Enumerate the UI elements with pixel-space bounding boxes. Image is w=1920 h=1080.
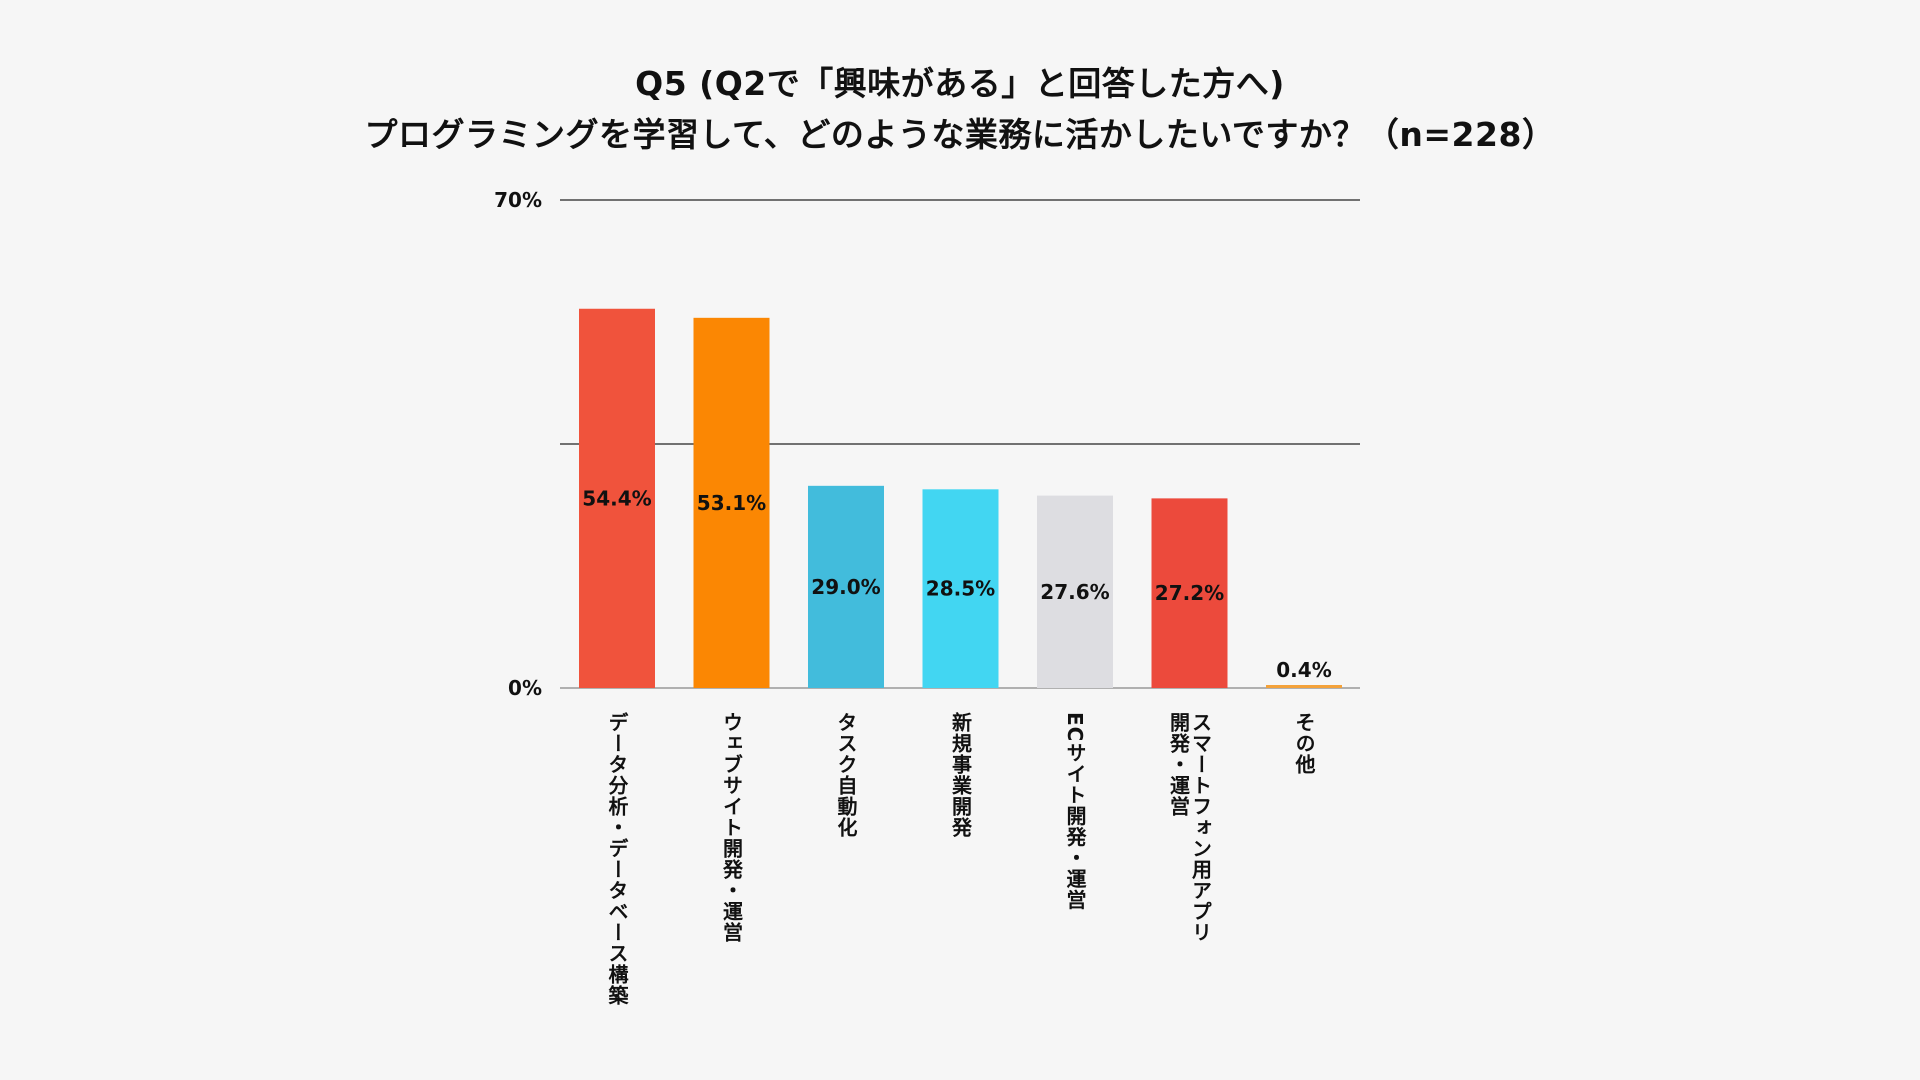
x-category-label-line: 開発・運営: [1166, 712, 1191, 817]
x-category-label: その他: [1292, 712, 1316, 775]
x-category-label: データ分析・データベース構築: [605, 712, 629, 1006]
x-category-label-line: タスク自動化: [834, 712, 858, 838]
bar: [808, 485, 884, 688]
bar: [1037, 495, 1113, 688]
bar-value-label: 28.5%: [926, 577, 995, 601]
bar-value-label: 27.6%: [1040, 580, 1109, 604]
bar-value-label: 27.2%: [1155, 581, 1224, 605]
bar-value-label: 54.4%: [582, 486, 651, 510]
y-tick-label: 70%: [494, 188, 542, 212]
x-category-label-line: 新規事業開発: [948, 712, 973, 838]
x-category-label: ウェブサイト開発・運営: [719, 712, 744, 943]
x-category-label: 新規事業開発: [948, 712, 973, 838]
chart-title-line-2: プログラミングを学習して、どのような業務に活かしたいですか？（n=228）: [364, 115, 1556, 154]
bar-value-label: 53.1%: [697, 491, 766, 515]
bar: [1151, 498, 1228, 688]
bar: [579, 308, 655, 688]
x-category-label: ECサイト開発・運営: [1063, 712, 1087, 911]
x-category-label: スマートフォン用アプリ 開発・運営: [1166, 712, 1213, 943]
bar: [693, 317, 770, 688]
bar-value-label: 29.0%: [811, 575, 880, 599]
x-category-label-line: データ分析・データベース構築: [605, 712, 629, 1006]
x-category-label-line: ウェブサイト開発・運営: [719, 712, 744, 943]
bar: [1266, 685, 1342, 688]
x-category-label: タスク自動化: [834, 712, 858, 838]
bar-value-label: 0.4%: [1276, 658, 1331, 682]
chart-title-line-1: Q5 (Q2で「興味がある」と回答した方へ): [635, 64, 1285, 103]
bar: [922, 489, 999, 688]
x-category-label-line: スマートフォン用アプリ: [1188, 712, 1213, 943]
x-category-label-line: その他: [1292, 712, 1316, 775]
y-tick-label: 0%: [508, 676, 542, 700]
x-category-label-line: ECサイト開発・運営: [1063, 712, 1087, 911]
